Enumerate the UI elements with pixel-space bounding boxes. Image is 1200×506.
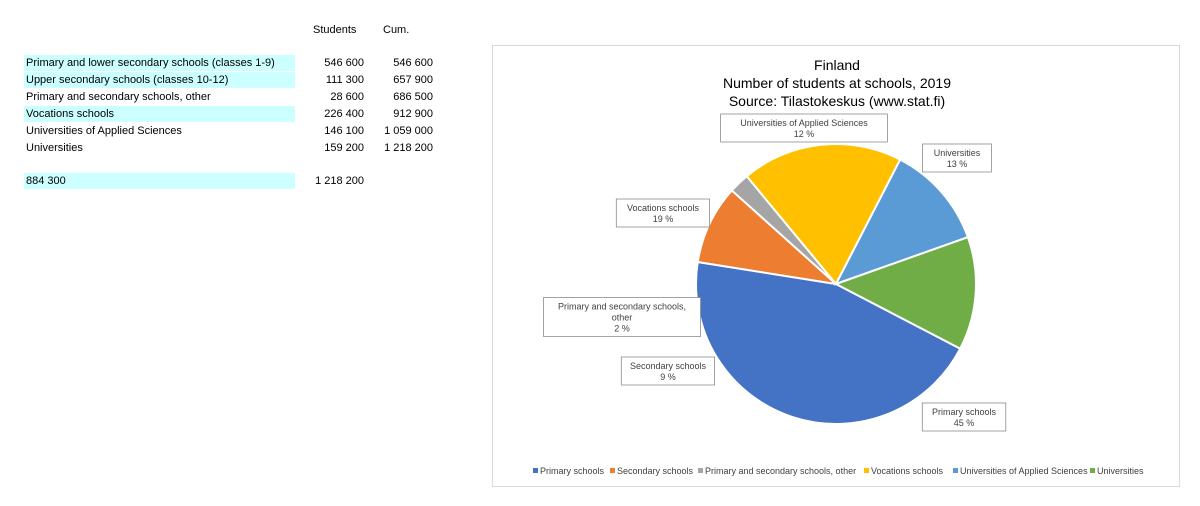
pie-slice[interactable]: [833, 158, 970, 286]
students-cell[interactable]: 28 600: [330, 91, 364, 103]
legend-item[interactable]: Primary and secondary schools, other: [698, 466, 856, 476]
legend-swatch: [533, 468, 538, 473]
chart-title-line: Source: Tilastokeskus (www.stat.fi): [729, 93, 945, 109]
data-label-box: [620, 356, 716, 386]
cum-cell[interactable]: 912 900: [393, 108, 433, 120]
summary-cell[interactable]: 884 300: [24, 173, 295, 189]
data-label-text: other: [612, 313, 633, 323]
cum-column-header[interactable]: Cum.: [383, 24, 410, 36]
chart-title: Finland Number of students at schools, 20…: [723, 57, 951, 109]
data-label-text: Universities: [934, 148, 981, 158]
students-cell[interactable]: 226 400: [324, 108, 364, 120]
students-cell[interactable]: 111 300: [325, 74, 364, 86]
legend-label: Secondary schools: [617, 466, 694, 476]
data-label-box: [543, 297, 701, 337]
legend-label: Universities: [1097, 466, 1144, 476]
students-cell[interactable]: 546 600: [324, 57, 364, 69]
data-label-text: 12 %: [794, 129, 815, 139]
chart-title-line: Number of students at schools, 2019: [723, 75, 951, 91]
students-column-header[interactable]: Students: [313, 24, 357, 36]
data-label-text: Vocations schools: [627, 203, 700, 213]
legend-swatch: [864, 468, 869, 473]
row-label-cell[interactable]: Primary and secondary schools, other: [26, 91, 211, 103]
data-label-box: [720, 113, 888, 143]
summary-students-cell[interactable]: 1 218 200: [315, 175, 364, 187]
data-label-text: Secondary schools: [630, 361, 707, 371]
data-label-text: Primary schools: [932, 407, 997, 417]
row-label-cell[interactable]: Vocations schools: [24, 106, 295, 122]
legend-item[interactable]: Vocations schools: [864, 466, 944, 476]
data-label-text: 2 %: [614, 324, 630, 334]
cum-cell[interactable]: 657 900: [393, 74, 433, 86]
data-label-box: [921, 402, 1007, 432]
row-label-cell[interactable]: Primary and lower secondary schools (cla…: [24, 55, 295, 71]
students-cell[interactable]: 159 200: [324, 142, 364, 154]
pie-slice[interactable]: [745, 143, 902, 286]
legend-label: Primary and secondary schools, other: [705, 466, 856, 476]
row-label-cell[interactable]: Universities of Applied Sciences: [26, 125, 182, 137]
pie-chart-svg: Finland Number of students at schools, 20…: [533, 57, 1144, 476]
cum-cell[interactable]: 1 059 000: [384, 125, 433, 137]
students-cell[interactable]: 146 100: [324, 125, 364, 137]
cum-cell[interactable]: 686 500: [393, 91, 433, 103]
data-label-box: [615, 198, 711, 228]
data-label-text: Primary and secondary schools,: [558, 302, 686, 312]
legend-label: Primary schools: [540, 466, 605, 476]
legend-item[interactable]: Universities: [1090, 466, 1144, 476]
pie-slice[interactable]: [833, 235, 977, 350]
legend-swatch: [1090, 468, 1095, 473]
data-label-text: 19 %: [653, 214, 674, 224]
data-label-text: Universities of Applied Sciences: [740, 118, 868, 128]
data-label-box: [922, 143, 992, 173]
data-label-text: 45 %: [954, 418, 975, 428]
pie-chart[interactable]: Finland Number of students at schools, 20…: [492, 45, 1180, 487]
legend-swatch: [610, 468, 615, 473]
legend[interactable]: Primary schools Secondary schools Primary …: [533, 466, 1144, 476]
cum-cell[interactable]: 1 218 200: [384, 142, 433, 154]
legend-item[interactable]: Secondary schools: [610, 466, 694, 476]
data-label-text: 13 %: [947, 159, 968, 169]
chart-title-line: Finland: [814, 57, 860, 73]
pie-slices: [695, 143, 977, 425]
data-label-text: 9 %: [660, 372, 676, 382]
legend-label: Universities of Applied Sciences: [960, 466, 1088, 476]
row-label-cell[interactable]: Upper secondary schools (classes 10-12): [24, 72, 295, 88]
legend-swatch: [953, 468, 958, 473]
row-label-cell[interactable]: Universities: [26, 142, 83, 154]
legend-item[interactable]: Universities of Applied Sciences: [953, 466, 1088, 476]
cum-cell[interactable]: 546 600: [393, 57, 433, 69]
spreadsheet-area: Students Cum. Primary and lower secondar…: [0, 0, 480, 506]
legend-label: Vocations schools: [871, 466, 944, 476]
legend-item[interactable]: Primary schools: [533, 466, 605, 476]
legend-swatch: [698, 468, 703, 473]
